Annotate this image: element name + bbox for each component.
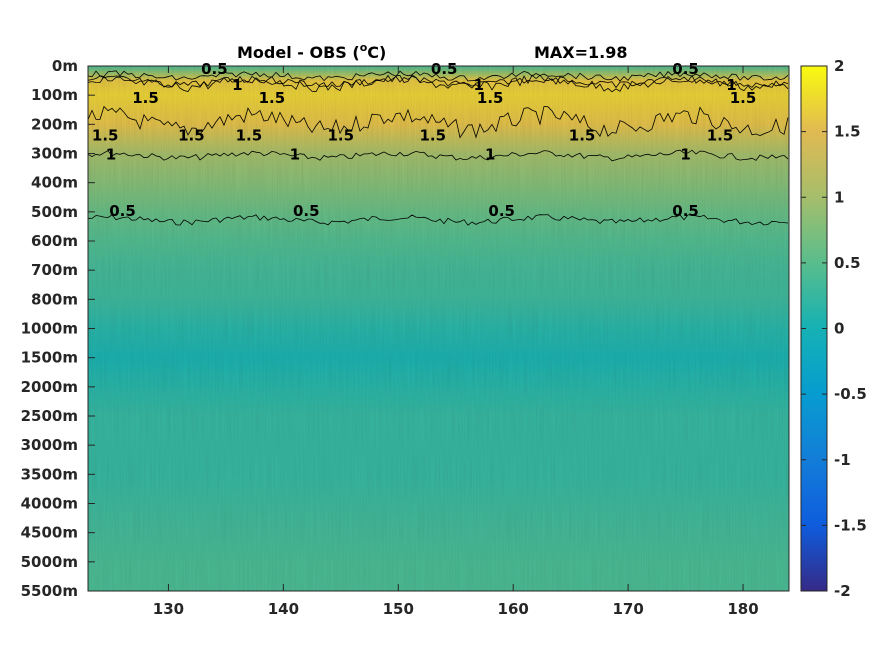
colorbar-tick-label: 2 bbox=[834, 57, 844, 75]
contour-line bbox=[87, 214, 789, 226]
colorbar-tick-label: -2 bbox=[834, 582, 851, 600]
contour-label: 1.5 bbox=[259, 89, 286, 107]
contour-label: 1 bbox=[290, 146, 300, 164]
contour-line bbox=[87, 70, 789, 82]
contour-label: 0.5 bbox=[431, 60, 458, 78]
contour-label: 0.5 bbox=[109, 202, 136, 220]
contour-lines bbox=[87, 70, 789, 226]
y-tick-label: 700m bbox=[31, 261, 78, 279]
contour-label: 1 bbox=[473, 76, 483, 94]
colorbar-ticks: 2 1.5 1 0.5 0 -0.5 -1 -1.5 -2 bbox=[801, 57, 867, 600]
contour-label: 0.5 bbox=[672, 60, 699, 78]
contour-line bbox=[87, 75, 789, 89]
y-tick-label: 4000m bbox=[21, 495, 78, 513]
colorbar-tick-label: 1 bbox=[834, 188, 844, 206]
contour-line bbox=[87, 105, 789, 139]
y-tick-label: 200m bbox=[31, 115, 78, 133]
contour-label: 1.5 bbox=[132, 89, 159, 107]
y-tick-label: 4500m bbox=[21, 524, 78, 542]
contour-label: 1.5 bbox=[92, 126, 119, 144]
y-tick-label: 600m bbox=[31, 232, 78, 250]
colorbar-tick-label: 1.5 bbox=[834, 123, 861, 141]
max-label: MAX=1.98 bbox=[534, 43, 628, 62]
contour-label: 1 bbox=[106, 146, 116, 164]
y-tick-label: 500m bbox=[31, 203, 78, 221]
y-tick-label: 2500m bbox=[21, 407, 78, 425]
contour-label: 0.5 bbox=[293, 202, 320, 220]
plot-area: 0.5 0.5 0.5 0.51 1 1 11.5 1.5 1.5 1.5 1.5 1.5 1.51.5… bbox=[87, 60, 790, 592]
x-tick-label: 130 bbox=[153, 600, 184, 618]
x-tick-label: 180 bbox=[727, 600, 758, 618]
contour-label: 0.5 bbox=[488, 202, 515, 220]
y-tick-label: 5000m bbox=[21, 553, 78, 571]
y-axis: 0m 100m 200m 300m 400m 500m 600m 700m 800m 1000m 1… bbox=[21, 57, 95, 600]
contour-label: 1 bbox=[726, 76, 736, 94]
y-tick-label: 300m bbox=[31, 145, 78, 163]
chart-title: Model - OBS (oC) bbox=[237, 41, 386, 62]
contour-label: 1 bbox=[680, 146, 690, 164]
contour-label: 1 bbox=[485, 146, 495, 164]
y-tick-label: 100m bbox=[31, 86, 78, 104]
y-tick-label: 3500m bbox=[21, 465, 78, 483]
contour-label: 1.5 bbox=[236, 126, 263, 144]
y-tick-label: 3000m bbox=[21, 436, 78, 454]
colorbar-tick-label: 0 bbox=[834, 320, 844, 338]
x-tick-label: 140 bbox=[268, 600, 299, 618]
colorbar-tick-label: -0.5 bbox=[834, 385, 867, 403]
y-tick-label: 400m bbox=[31, 174, 78, 192]
x-axis: 130 140 150 160 170 180 bbox=[153, 66, 759, 618]
contour-label: 1.5 bbox=[420, 126, 447, 144]
contour-label: 1.5 bbox=[178, 126, 205, 144]
colorbar: 2 1.5 1 0.5 0 -0.5 -1 -1.5 -2 bbox=[800, 57, 867, 600]
contour-line bbox=[87, 74, 789, 93]
x-tick-label: 150 bbox=[383, 600, 414, 618]
contour-line bbox=[87, 149, 789, 162]
colorbar-tick-label: 0.5 bbox=[834, 254, 861, 272]
y-tick-label: 1500m bbox=[21, 349, 78, 367]
colorbar-tick-label: -1 bbox=[834, 451, 851, 469]
contour-label: 1.5 bbox=[569, 126, 596, 144]
contour-label: 0.5 bbox=[672, 202, 699, 220]
y-tick-label: 5500m bbox=[21, 582, 78, 600]
x-tick-label: 160 bbox=[498, 600, 529, 618]
colorbar-tick-label: -1.5 bbox=[834, 516, 867, 534]
contour-label: 1.5 bbox=[477, 89, 504, 107]
x-tick-label: 170 bbox=[612, 600, 643, 618]
contour-labels: 0.5 0.5 0.5 0.51 1 1 11.5 1.5 1.5 1.5 1.5 1.5 1.51.5… bbox=[92, 60, 756, 220]
y-tick-label: 1000m bbox=[21, 320, 78, 338]
contour-label: 1.5 bbox=[730, 89, 757, 107]
contour-label: 0.5 bbox=[201, 60, 228, 78]
y-tick-label: 2000m bbox=[21, 378, 78, 396]
contour-label: 1.5 bbox=[328, 126, 355, 144]
y-tick-label: 0m bbox=[52, 57, 78, 75]
contour-label: 1.5 bbox=[707, 126, 734, 144]
y-tick-label: 800m bbox=[31, 290, 78, 308]
contour-label: 1 bbox=[232, 76, 242, 94]
